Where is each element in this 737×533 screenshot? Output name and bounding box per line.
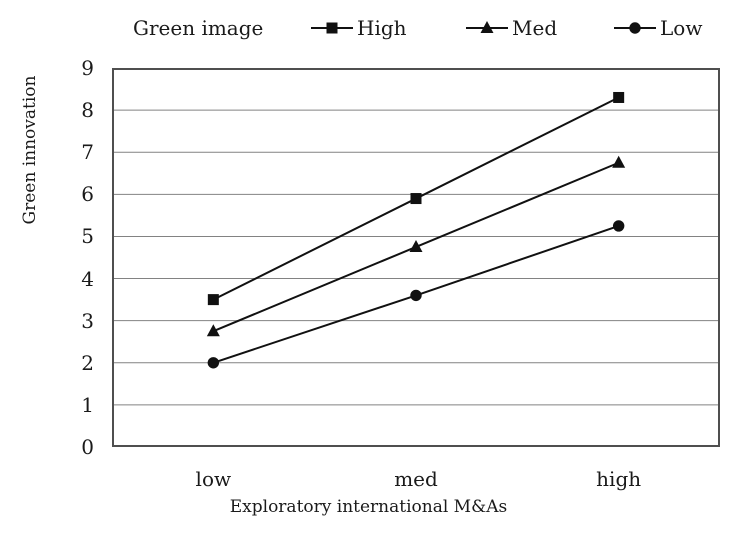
y-tick-label: 8	[81, 98, 94, 123]
y-tick-label: 1	[81, 392, 94, 417]
legend-item-high: High	[310, 15, 407, 41]
legend-label-med: Med	[512, 16, 558, 40]
y-tick-label: 9	[81, 56, 94, 80]
x-axis-title: Exploratory international M&As	[229, 497, 508, 517]
y-tick-label: 5	[81, 224, 94, 249]
circle-marker-icon	[614, 22, 656, 34]
x-tick-label: med	[394, 467, 438, 491]
triangle-marker-icon	[466, 21, 508, 33]
y-tick-label: 4	[81, 266, 94, 291]
y-tick-label: 6	[81, 182, 94, 207]
y-tick-label: 3	[81, 308, 94, 333]
y-tick-label: 7	[81, 140, 94, 165]
y-tick-label: 2	[81, 350, 94, 375]
x-tick-label: high	[596, 467, 642, 491]
legend-label-high: High	[357, 16, 407, 40]
legend-item-low: Low	[613, 15, 702, 41]
y-axis-title: Green innovation	[20, 75, 40, 225]
legend-title: Green image	[133, 16, 264, 40]
square-marker-icon	[311, 22, 353, 34]
x-tick-label: low	[195, 467, 232, 491]
legend-item-med: Med	[465, 15, 557, 41]
y-tick-label: 0	[81, 435, 94, 459]
legend-label-low: Low	[660, 16, 703, 40]
plot-area	[112, 68, 720, 447]
